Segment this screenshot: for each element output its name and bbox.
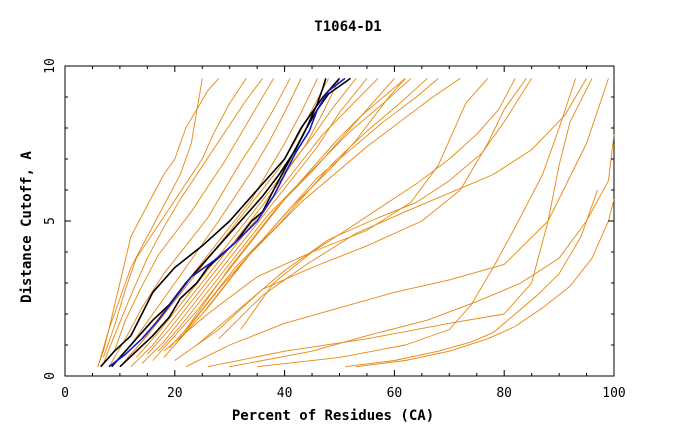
model-curve-34 (201, 78, 406, 315)
plot-area: 0 20 40 60 80 100 0 5 10 (43, 58, 626, 401)
x-tick-label-20: 20 (167, 386, 183, 401)
model-curve-25 (152, 78, 395, 361)
model-curve-32 (113, 78, 274, 352)
model-curve-8 (355, 199, 615, 368)
model-curve-15 (97, 78, 220, 367)
model-curve-31 (102, 78, 247, 358)
model-curve-9 (229, 134, 615, 368)
model-curve-4 (185, 78, 609, 368)
model-curve-14 (240, 78, 516, 330)
highlight-curve-2 (119, 77, 351, 368)
highlight-curve-0 (100, 77, 341, 368)
model-curve-30 (97, 78, 203, 367)
highlight-curve-1 (111, 78, 327, 368)
model-curve-5 (207, 78, 593, 368)
x-tick-label-40: 40 (277, 386, 293, 401)
model-curve-13 (218, 78, 587, 340)
axis-layer: 0 20 40 60 80 100 0 5 10 (43, 58, 626, 401)
y-tick-label-5: 5 (43, 217, 58, 225)
model-curve-12 (196, 78, 532, 346)
y-tick-label-10: 10 (43, 58, 58, 74)
model-curve-6 (257, 78, 577, 368)
model-curve-23 (141, 78, 368, 364)
series-layer (97, 77, 615, 368)
model-curve-20 (125, 78, 329, 361)
model-curve-7 (344, 189, 598, 368)
x-tick-label-60: 60 (387, 386, 403, 401)
x-axis-label: Percent of Residues (CA) (232, 408, 434, 424)
model-curve-29 (174, 78, 461, 346)
x-tick-label-100: 100 (602, 386, 625, 401)
model-curve-33 (185, 78, 406, 330)
x-tick-label-80: 80 (496, 386, 512, 401)
highlight-curve-3 (108, 77, 346, 368)
x-tick-label-0: 0 (61, 386, 69, 401)
y-axis-label: Distance Cutoff, A (19, 151, 35, 303)
model-curve-16 (102, 78, 263, 364)
chart-title: T1064-D1 (314, 19, 381, 35)
model-curve-18 (114, 78, 302, 364)
model-curve-26 (157, 78, 412, 352)
y-tick-label-0: 0 (43, 372, 58, 380)
model-curve-24 (146, 78, 379, 355)
model-curve-10 (174, 78, 527, 361)
model-curve-22 (136, 78, 357, 358)
model-curve-21 (130, 78, 340, 368)
model-curve-17 (108, 78, 291, 367)
model-curve-11 (163, 78, 489, 352)
